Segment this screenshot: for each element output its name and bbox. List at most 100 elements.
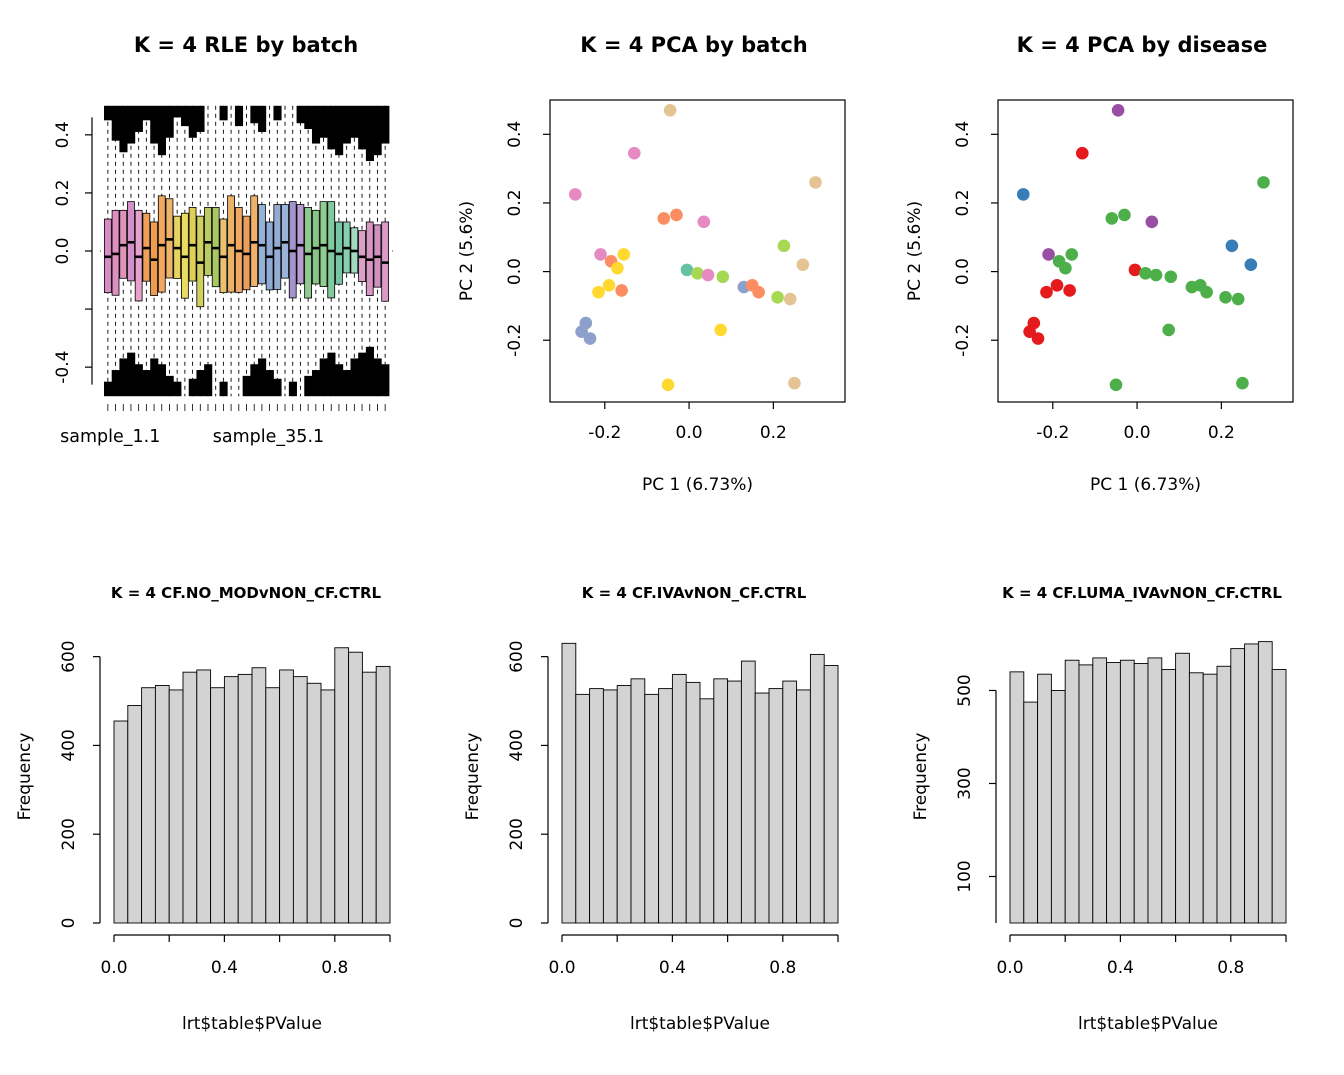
x-tick-label: 0.8	[321, 958, 348, 978]
outlier-cluster-top	[127, 105, 136, 144]
data-point	[1023, 325, 1036, 338]
histogram-bar	[1188, 672, 1204, 924]
data-point	[1075, 146, 1089, 160]
histogram-bar	[182, 671, 198, 924]
data-point	[752, 285, 765, 299]
outlier-cluster-bottom	[157, 364, 167, 397]
chart-title-rle: K = 4 RLE by batch	[133, 33, 359, 57]
histogram-bar	[251, 667, 267, 924]
y-tick-label: 500	[955, 674, 975, 706]
outlier-cluster-bottom	[127, 352, 136, 397]
y-tick-label: 0.0	[53, 237, 73, 264]
histogram-bar	[1050, 690, 1066, 924]
histogram-bar	[699, 698, 715, 924]
histogram-bar	[727, 680, 742, 924]
histogram-bar	[265, 687, 281, 924]
x-tick-label: 0.4	[211, 958, 238, 978]
chart-title-hist-no-mod: K = 4 CF.NO_MODvNON_CF.CTRL	[110, 584, 382, 602]
x-tick-label: 0.2	[760, 423, 787, 443]
outlier-cluster-top	[157, 105, 167, 156]
outlier-cluster-bottom	[188, 378, 197, 397]
outlier-cluster-top	[196, 105, 205, 132]
histogram-bar	[589, 688, 604, 924]
x-tick-label: 0.8	[1217, 958, 1244, 978]
data-point	[691, 267, 704, 280]
data-point	[809, 176, 822, 189]
pca-batch-scatter-chart: -0.2 0.0 0.2 -0.2 0.0 0.2 0.4 PC 1 (6.73%) PC 2 …	[457, 99, 846, 495]
y-axis-title: Frequency	[911, 733, 931, 821]
data-point	[1111, 103, 1125, 117]
y-tick-label: 0.4	[505, 121, 525, 148]
outlier-cluster-bottom	[250, 364, 259, 397]
y-tick-label: 100	[955, 860, 975, 892]
y-tick-label: 0.2	[53, 179, 73, 206]
outlier-cluster-bottom	[335, 364, 344, 397]
histogram-bar	[1202, 673, 1218, 924]
y-tick-label: -0.4	[53, 351, 73, 384]
x-axis-title: PC 1 (6.73%)	[1090, 475, 1201, 495]
data-point	[592, 285, 605, 299]
outlier-cluster-top	[296, 105, 305, 124]
data-point	[1162, 323, 1175, 337]
histogram-bar	[168, 689, 184, 924]
x-tick-label: 0.4	[1107, 958, 1134, 978]
outlier-cluster-bottom	[258, 358, 267, 397]
histogram-bar	[754, 692, 770, 924]
y-tick-label: -0.2	[505, 324, 525, 357]
outlier-cluster-bottom	[273, 378, 282, 397]
data-point	[583, 332, 597, 345]
x-tick-label: 0.0	[1124, 423, 1151, 443]
histogram-bar	[113, 720, 129, 924]
outlier-cluster-bottom	[342, 370, 351, 397]
outlier-cluster-top	[358, 105, 367, 150]
histogram-bar	[279, 669, 294, 924]
y-tick-label: 0.0	[505, 258, 525, 285]
histogram-bar	[1216, 665, 1232, 924]
histogram-bar	[1092, 657, 1108, 924]
histogram-bar	[782, 680, 798, 924]
outlier-cluster-bottom	[104, 381, 113, 397]
y-tick-label: 600	[507, 640, 527, 672]
outlier-cluster-top	[173, 105, 182, 118]
panel-hist-no-mod: K = 4 CF.NO_MODvNON_CF.CTRL 0 200 400 600 Fr…	[0, 537, 448, 1075]
histogram-bar	[1064, 659, 1080, 924]
data-point	[788, 376, 801, 390]
outlier-cluster-bottom	[327, 352, 336, 397]
y-tick-label: 300	[955, 767, 975, 799]
outlier-cluster-top	[311, 105, 321, 144]
outlier-cluster-top	[234, 105, 244, 127]
pvalue-histogram-iva-chart: 0 200 400 600 Frequency 0.0 0.4 0.8 lrt$table$PV…	[463, 640, 839, 1034]
data-point	[1164, 270, 1178, 284]
histogram-bar	[1147, 657, 1163, 924]
chart-title-pca-disease: K = 4 PCA by disease	[1016, 33, 1268, 57]
x-tick-label: 0.0	[996, 958, 1023, 978]
data-point	[1042, 248, 1055, 261]
data-point	[611, 261, 624, 275]
y-tick-label: 200	[507, 818, 527, 850]
outlier-cluster-top	[273, 105, 282, 121]
data-point	[701, 268, 715, 282]
data-point	[568, 188, 582, 201]
panel-hist-luma-iva: K = 4 CF.LUMA_IVAvNON_CF.CTRL 100 300 500 F…	[896, 537, 1344, 1075]
data-point	[1128, 263, 1142, 277]
x-tick-label: 0.0	[548, 958, 575, 978]
y-tick-label: 200	[59, 818, 79, 850]
data-point	[575, 325, 588, 338]
histogram-bar	[575, 693, 591, 924]
data-point	[661, 378, 675, 392]
data-point	[1139, 267, 1152, 280]
y-tick-label: 0.2	[953, 189, 973, 216]
outlier-cluster-bottom	[134, 364, 143, 397]
data-point	[1065, 248, 1079, 261]
data-point	[1105, 212, 1119, 225]
data-point	[627, 146, 641, 160]
data-point	[670, 208, 683, 222]
histogram-bar	[237, 673, 253, 924]
outlier-cluster-top	[258, 105, 267, 132]
histogram-bar	[292, 676, 308, 924]
y-axis-title: PC 2 (5.6%)	[457, 201, 477, 301]
histogram-bar	[1023, 701, 1039, 924]
histogram-bar	[616, 685, 632, 924]
x-tick-label: -0.2	[1036, 423, 1069, 443]
pvalue-histogram-luma-iva-chart: 100 300 500 Frequency 0.0 0.4 0.8 lrt$table$PVa…	[911, 641, 1287, 1034]
